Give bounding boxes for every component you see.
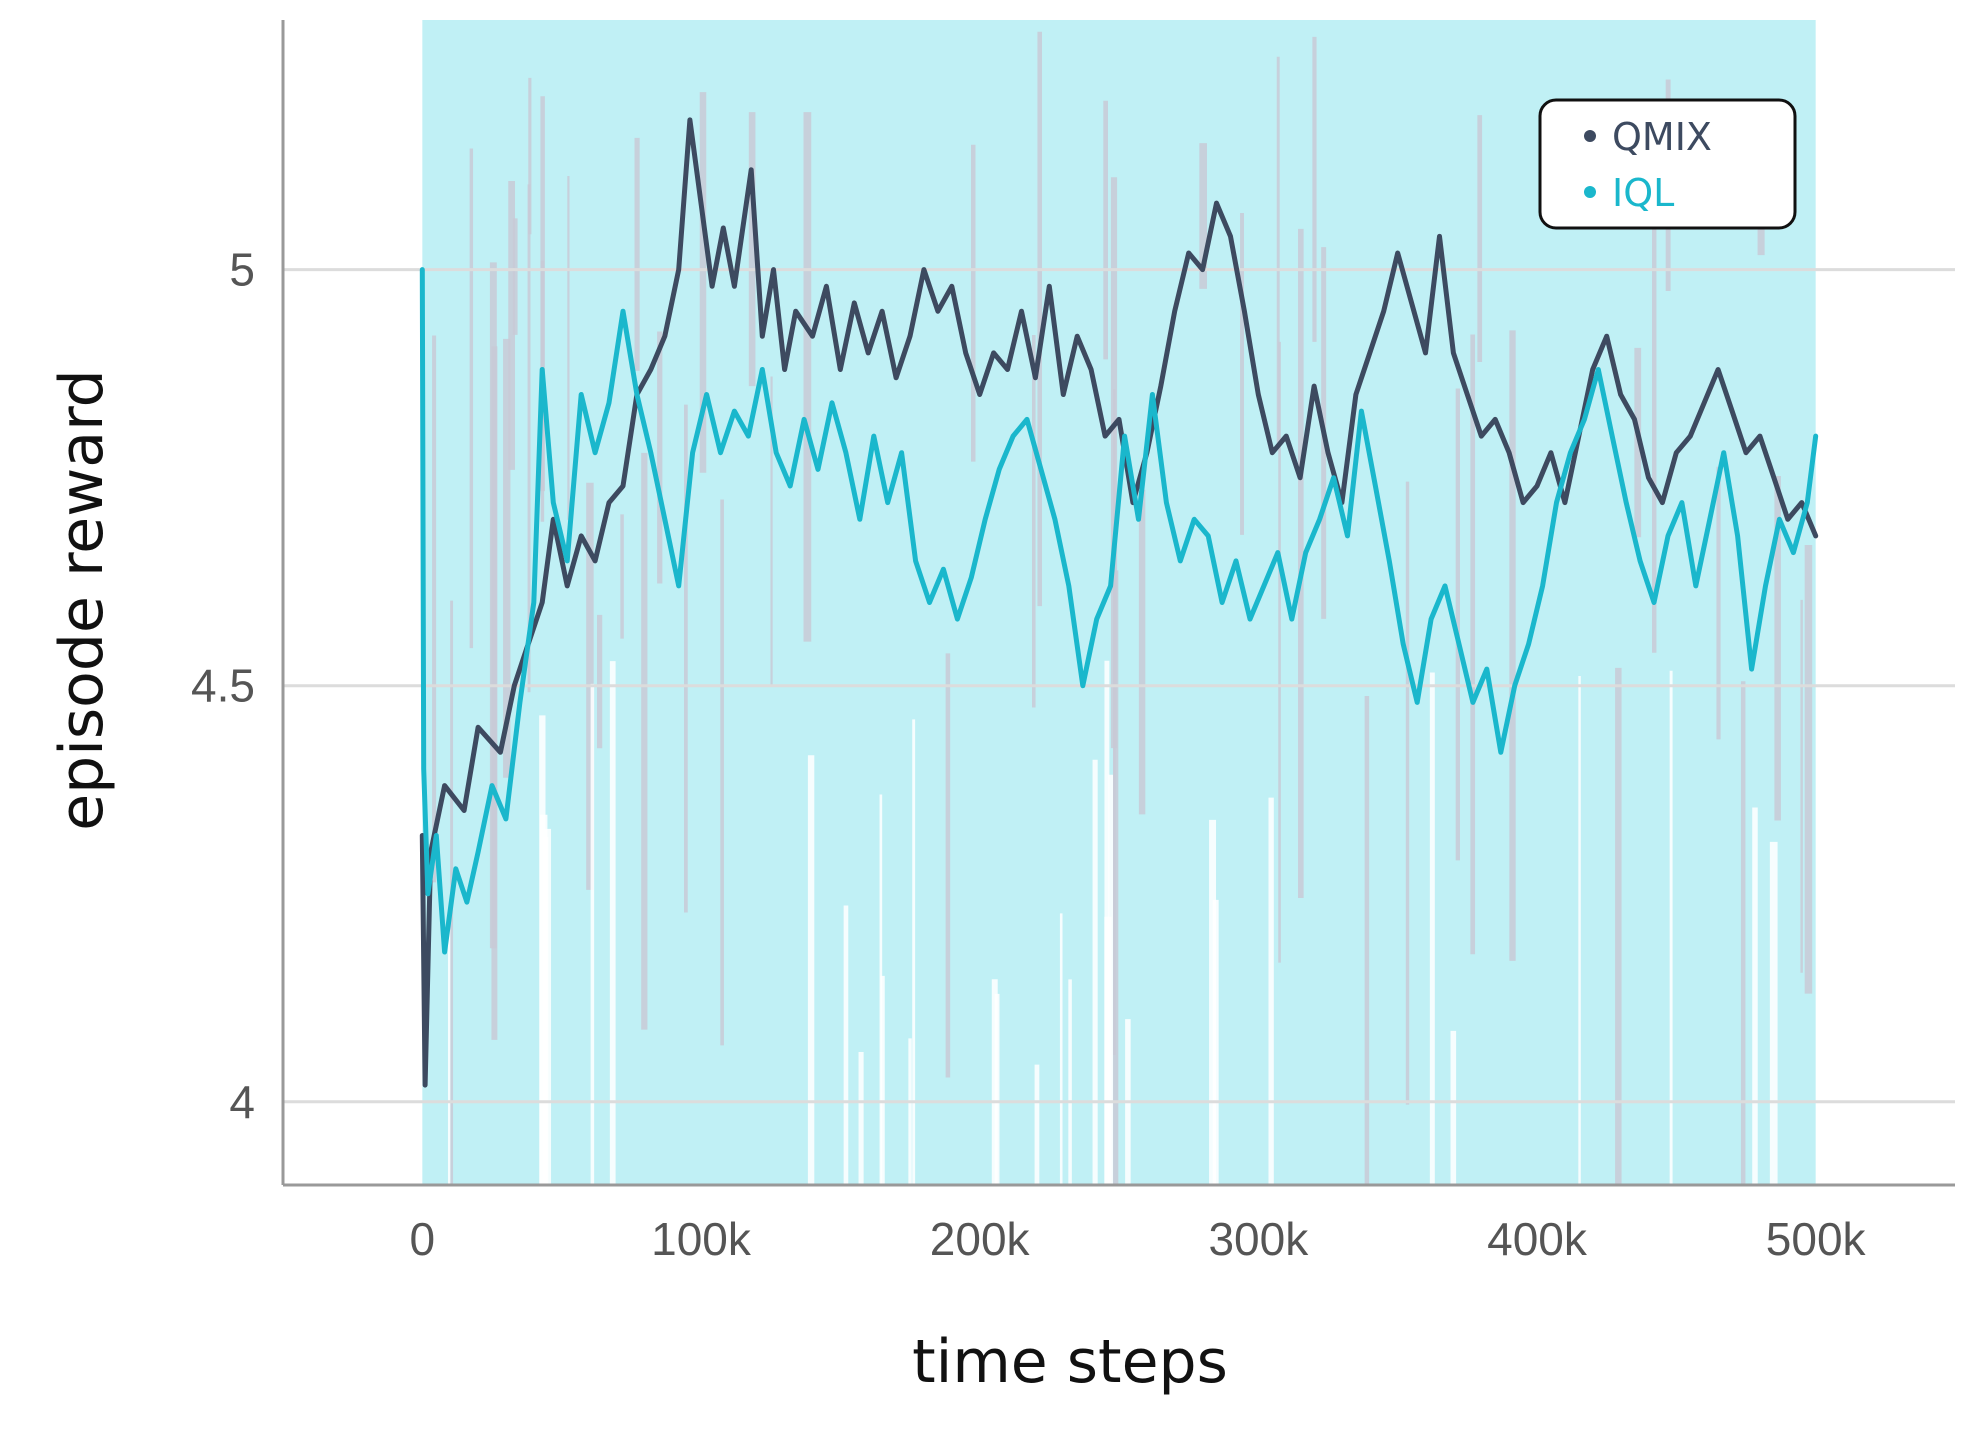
- grid-lines: [283, 268, 1955, 1104]
- legend-label-qmix: QMIX: [1612, 115, 1712, 159]
- y-tick-label: 5: [229, 244, 255, 296]
- raw-variance-streaks: [432, 31, 1813, 1185]
- legend: QMIX IQL: [1538, 98, 1797, 230]
- x-tick-label: 0: [410, 1213, 436, 1265]
- legend-marker-qmix: [1584, 130, 1596, 142]
- y-tick-label: 4.5: [191, 660, 255, 712]
- y-tick-label: 4: [229, 1076, 255, 1128]
- series-lines: [419, 117, 1819, 1088]
- x-tick-label: 400k: [1487, 1213, 1588, 1265]
- x-axis-title: time steps: [912, 1327, 1228, 1397]
- y-tick-labels: 44.55: [191, 244, 255, 1128]
- x-tick-label: 100k: [651, 1213, 752, 1265]
- y-axis-title: episode reward: [47, 369, 117, 831]
- x-tick-labels: 0 100k 200k 300k 400k 500k: [410, 1213, 1867, 1265]
- x-tick-label: 500k: [1766, 1213, 1867, 1265]
- legend-box: [1538, 98, 1797, 230]
- legend-marker-iql: [1584, 186, 1596, 198]
- x-tick-label: 300k: [1208, 1213, 1309, 1265]
- series-line-iql: [419, 267, 1819, 955]
- legend-label-iql: IQL: [1612, 171, 1674, 215]
- x-tick-label: 200k: [930, 1213, 1031, 1265]
